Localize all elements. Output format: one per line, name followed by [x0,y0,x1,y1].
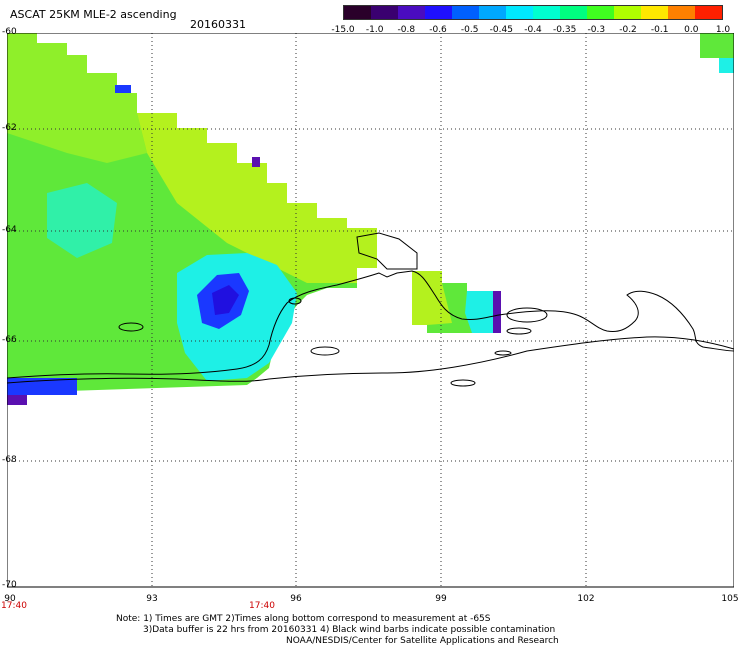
colorbar-label: -1.0 [365,25,384,35]
colorbar-swatch [668,6,695,19]
colorbar [343,5,723,20]
colorbar-swatch [587,6,614,19]
lon-label-90: 90 [4,594,16,604]
coastline-main [7,270,734,379]
note-line-2: 3)Data buffer is 22 hrs from 20160331 4)… [143,625,556,635]
swath-yellow-green [137,113,377,283]
lon-label-105: 105 [721,594,739,604]
lat-label-62: -62 [2,123,17,133]
product-title: ASCAT 25KM MLE-2 ascending [10,8,177,21]
island-7 [494,350,512,356]
colorbar-swatch [641,6,668,19]
lat-label-64: -64 [2,225,17,235]
island-4 [506,327,532,335]
colorbar-swatch [398,6,425,19]
lon-label-102: 102 [577,594,595,604]
colorbar-label: 0.0 [684,25,699,35]
colorbar-swatch [560,6,587,19]
colorbar-label: -15.0 [331,25,355,35]
lat-label-66: -66 [2,335,17,345]
colorbar-swatch [344,6,371,19]
coastline-ice-tongue [356,232,418,270]
swath-segment-cyan [465,291,495,333]
island-6 [450,379,476,387]
swath-segment-yellow [412,271,452,325]
colorbar-label: -0.8 [397,25,416,35]
swath-light-green [7,33,147,163]
colorbar-label: -0.4 [524,25,542,35]
time-label-left: 17:40 [1,601,27,611]
colorbar-swatch [614,6,641,19]
time-label-mid: 17:40 [249,601,275,611]
graticule [7,33,734,587]
coastline [7,232,734,387]
data-swath [7,33,734,405]
island-2 [288,297,302,305]
island-3 [310,346,340,356]
colorbar-label: -0.6 [429,25,447,35]
lon-label-99: 99 [435,594,447,604]
map-panel [7,33,734,588]
colorbar-swatch [695,6,722,19]
note-line-3: NOAA/NESDIS/Center for Satellite Applica… [286,636,559,646]
colorbar-label: -0.2 [619,25,637,35]
lat-label-68: -68 [2,455,17,465]
colorbar-swatch [371,6,398,19]
colorbar-label: -0.1 [650,25,669,35]
swath-blue-pixel [115,85,131,93]
lat-label-70: -70 [2,580,17,590]
colorbar-swatch [452,6,479,19]
swath-corner-cyan [719,58,734,73]
map-frame [7,33,734,588]
colorbar-label: 1.0 [715,25,731,35]
colorbar-labels: -15.0 -1.0 -0.8 -0.6 -0.5 -0.45 -0.4 -0.35 -0.3 -… [328,25,738,37]
note-line-1: Note: 1) Times are GMT 2)Times along bot… [116,614,491,624]
swath-cyan-green-patch [47,183,117,258]
lon-label-96: 96 [290,594,302,604]
island-5 [506,307,548,323]
colorbar-label: -0.45 [489,25,513,35]
colorbar-swatch [533,6,560,19]
swath-deep-blue-core [212,285,239,315]
swath-purple-edge [7,395,27,405]
footnotes: Note: 1) Times are GMT 2)Times along bot… [116,614,559,647]
colorbar-label: -0.3 [587,25,606,35]
island-1 [118,322,144,332]
colorbar-swatch [425,6,452,19]
colorbar-label: -0.5 [460,25,479,35]
coastline-shelf-edge [7,336,734,384]
colorbar-swatch [479,6,506,19]
swath-purple-pixel [252,157,260,167]
colorbar-label: -0.35 [553,25,577,35]
lat-label-60: -60 [2,27,17,37]
lon-label-93: 93 [146,594,158,604]
colorbar-swatch [506,6,533,19]
swath-segment-purple [493,291,501,333]
product-date: 20160331 [190,18,246,31]
